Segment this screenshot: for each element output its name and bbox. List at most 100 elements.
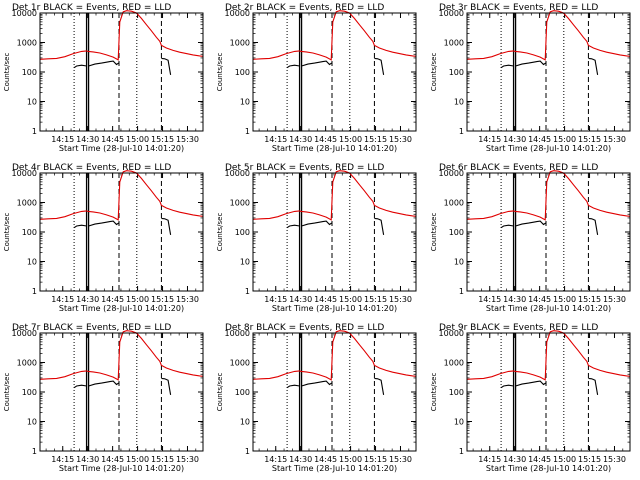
x-tick-label: 15:30: [389, 135, 412, 144]
x-tick-label: 15:00: [339, 455, 362, 464]
x-tick-label: 15:15: [151, 295, 174, 304]
series-line-lld: [252, 170, 417, 221]
y-axis-label: Counts/sec: [430, 373, 438, 412]
x-tick-label: 14:30: [503, 135, 526, 144]
y-tick-label: 10000: [225, 169, 250, 178]
plot-frame: [252, 12, 417, 132]
x-tick-label: 14:30: [289, 295, 312, 304]
series-line-events: [374, 217, 385, 235]
x-tick-label: 14:45: [101, 135, 124, 144]
y-tick-label: 10: [240, 418, 250, 427]
x-axis-label: Start Time (28-Jul-10 14:01:20): [486, 464, 611, 473]
x-tick-label: 15:15: [151, 135, 174, 144]
y-tick-label: 1: [245, 287, 250, 296]
panel-title: Det 5r BLACK = Events, RED = LLD: [225, 163, 384, 173]
x-tick-label: 15:15: [364, 135, 387, 144]
series-line-events: [301, 220, 333, 227]
panel-title: Det 1r BLACK = Events, RED = LLD: [12, 3, 171, 13]
x-tick-label: 14:45: [528, 135, 551, 144]
series-line-events: [161, 57, 172, 75]
y-tick-label: 100: [449, 228, 464, 237]
y-axis-label: Counts/sec: [216, 213, 224, 252]
detector-panel-5: Det 5r BLACK = Events, RED = LLD Counts/s…: [216, 163, 417, 313]
x-tick-label: 15:30: [389, 455, 412, 464]
x-tick-label: 14:15: [51, 135, 74, 144]
x-tick-label: 14:15: [478, 295, 501, 304]
series-line-events: [161, 377, 172, 395]
x-axis-label: Start Time (28-Jul-10 14:01:20): [59, 304, 184, 313]
plot-frame: [466, 12, 631, 132]
detector-panel-4: Det 4r BLACK = Events, RED = LLD Counts/s…: [3, 163, 204, 313]
series-line-events: [515, 60, 547, 67]
plot-frame: [39, 12, 204, 132]
series-line-events: [286, 64, 300, 69]
series-line-events: [515, 220, 547, 227]
y-tick-label: 10000: [439, 169, 464, 178]
panel-title: Det 7r BLACK = Events, RED = LLD: [12, 323, 171, 333]
x-tick-label: 15:30: [176, 135, 199, 144]
detector-panel-7: Det 7r BLACK = Events, RED = LLD Counts/s…: [3, 323, 204, 473]
x-tick-label: 14:30: [503, 295, 526, 304]
x-axis-label: Start Time (28-Jul-10 14:01:20): [272, 464, 397, 473]
y-tick-label: 1: [459, 127, 464, 136]
x-tick-label: 14:15: [51, 295, 74, 304]
y-tick-label: 10000: [12, 9, 37, 18]
y-tick-label: 100: [22, 228, 37, 237]
y-tick-label: 1000: [444, 39, 464, 48]
x-tick-label: 15:00: [553, 295, 576, 304]
y-tick-label: 10: [454, 258, 464, 267]
plot-frame: [252, 332, 417, 452]
x-tick-label: 14:45: [101, 455, 124, 464]
y-tick-label: 1: [245, 127, 250, 136]
y-tick-label: 1000: [444, 359, 464, 368]
x-tick-label: 15:30: [603, 135, 626, 144]
y-axis-label: Counts/sec: [3, 213, 11, 252]
y-tick-label: 1000: [17, 359, 37, 368]
x-tick-label: 14:30: [503, 455, 526, 464]
x-axis-label: Start Time (28-Jul-10 14:01:20): [486, 304, 611, 313]
x-tick-label: 15:30: [389, 295, 412, 304]
x-tick-label: 14:30: [76, 135, 99, 144]
x-tick-label: 15:30: [603, 455, 626, 464]
series-line-events: [374, 57, 385, 75]
x-tick-label: 15:15: [364, 455, 387, 464]
x-tick-label: 15:30: [176, 295, 199, 304]
x-tick-label: 15:15: [151, 455, 174, 464]
series-line-events: [286, 384, 300, 389]
x-tick-label: 14:30: [289, 135, 312, 144]
series-line-events: [73, 64, 87, 69]
y-tick-label: 10000: [12, 169, 37, 178]
series-line-lld: [466, 170, 631, 221]
x-tick-label: 14:45: [528, 455, 551, 464]
series-line-events: [88, 380, 120, 387]
y-tick-label: 1000: [230, 39, 250, 48]
x-tick-label: 14:15: [264, 295, 287, 304]
y-tick-label: 10000: [12, 329, 37, 338]
series-line-events: [374, 377, 385, 395]
series-line-events: [515, 380, 547, 387]
x-tick-label: 14:45: [101, 295, 124, 304]
x-tick-label: 14:15: [51, 455, 74, 464]
y-tick-label: 100: [22, 388, 37, 397]
plot-frame: [252, 172, 417, 292]
y-tick-label: 10: [240, 258, 250, 267]
x-tick-label: 15:00: [553, 455, 576, 464]
x-tick-label: 15:00: [339, 135, 362, 144]
y-tick-label: 10000: [225, 9, 250, 18]
series-line-lld: [39, 170, 204, 221]
x-tick-label: 15:15: [578, 295, 601, 304]
y-tick-label: 100: [235, 68, 250, 77]
y-tick-label: 1000: [230, 359, 250, 368]
x-axis-label: Start Time (28-Jul-10 14:01:20): [486, 144, 611, 153]
x-tick-label: 15:00: [553, 135, 576, 144]
y-axis-label: Counts/sec: [3, 373, 11, 412]
detector-panel-1: Det 1r BLACK = Events, RED = LLD Counts/s…: [3, 3, 204, 153]
x-tick-label: 15:00: [126, 455, 149, 464]
y-axis-label: Counts/sec: [430, 213, 438, 252]
y-tick-label: 100: [235, 228, 250, 237]
x-tick-label: 14:30: [76, 455, 99, 464]
plot-frame: [39, 332, 204, 452]
series-line-events: [88, 220, 120, 227]
series-line-lld: [39, 330, 204, 381]
